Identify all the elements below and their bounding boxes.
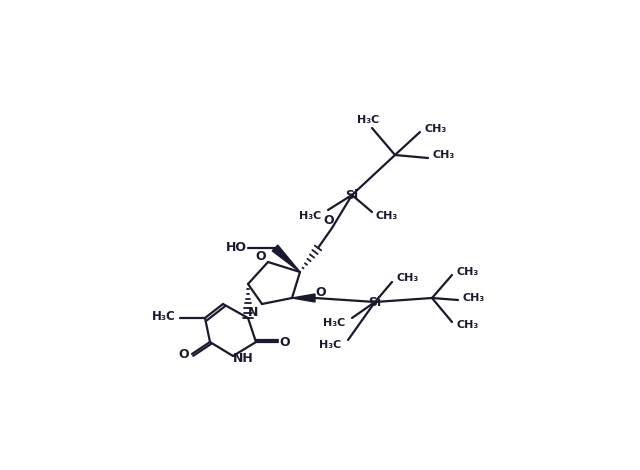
Text: O: O [316, 285, 326, 298]
Text: CH₃: CH₃ [457, 320, 479, 330]
Polygon shape [272, 245, 300, 272]
Text: O: O [179, 348, 189, 361]
Text: H₃C: H₃C [152, 311, 176, 323]
Text: CH₃: CH₃ [463, 293, 485, 303]
Text: CH₃: CH₃ [397, 273, 419, 283]
Text: CH₃: CH₃ [457, 267, 479, 277]
Text: O: O [256, 251, 266, 264]
Text: O: O [280, 336, 291, 348]
Text: H₃C: H₃C [319, 340, 341, 350]
Polygon shape [292, 294, 315, 302]
Text: HO: HO [225, 241, 246, 253]
Text: Si: Si [346, 188, 358, 202]
Text: NH: NH [232, 352, 253, 365]
Text: H₃C: H₃C [323, 318, 345, 328]
Text: CH₃: CH₃ [376, 211, 398, 221]
Text: CH₃: CH₃ [425, 124, 447, 134]
Text: H₃C: H₃C [357, 115, 379, 125]
Text: O: O [324, 213, 334, 227]
Text: Si: Si [369, 296, 381, 308]
Text: H₃C: H₃C [299, 211, 321, 221]
Text: N: N [248, 306, 258, 319]
Text: CH₃: CH₃ [433, 150, 455, 160]
